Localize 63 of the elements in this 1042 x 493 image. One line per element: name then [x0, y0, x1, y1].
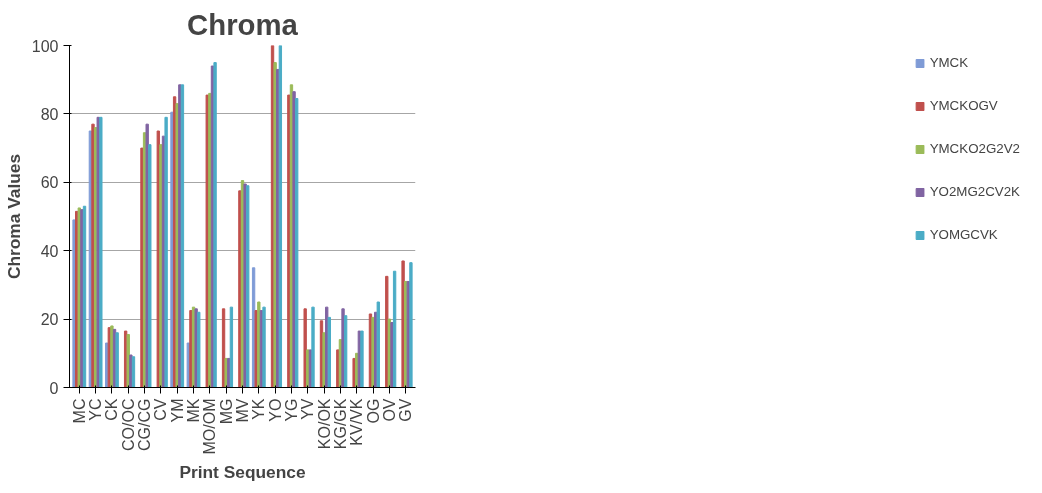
bar	[343, 315, 348, 388]
x-tick-label: CO/OC	[119, 398, 137, 451]
y-axis-title: Chroma Values	[3, 153, 24, 280]
x-tick-label: MK	[185, 398, 203, 423]
x-tick-label: YK	[250, 398, 268, 420]
x-tick-label: CV	[152, 398, 170, 421]
bar	[257, 301, 261, 388]
y-tick-label: 100	[31, 37, 59, 55]
legend-label: YMCKO2G2V2	[929, 141, 1020, 156]
bar	[287, 94, 291, 388]
bar	[156, 130, 160, 388]
bar	[409, 262, 413, 388]
x-tick-label: OV	[380, 398, 398, 422]
x-axis-title: Print Sequence	[179, 462, 306, 483]
bar	[189, 310, 193, 388]
x-tick-label: MC	[70, 398, 88, 424]
x-tick-label: KO/OK	[315, 398, 333, 450]
bar	[336, 349, 340, 388]
x-tick-label: YM	[168, 398, 186, 423]
y-tick-label: 60	[40, 174, 59, 192]
y-tick-label: 20	[40, 311, 59, 329]
bar	[145, 123, 149, 388]
x-tick-label: OG	[364, 398, 382, 424]
bar	[148, 144, 152, 388]
x-tick-label: YV	[299, 398, 317, 420]
legend-label: YOMGCVK	[929, 227, 998, 242]
bar	[341, 308, 345, 388]
x-tick-label: YO	[266, 398, 284, 422]
x-tick-label: GV	[397, 398, 415, 422]
bar	[262, 306, 266, 388]
x-tick-label: MO/OM	[201, 398, 219, 455]
bar	[91, 123, 95, 388]
x-tick-label: YG	[282, 398, 300, 422]
y-tick-label: 0	[49, 379, 59, 397]
bar	[401, 260, 405, 388]
bar	[238, 190, 242, 388]
chart-title: Chroma	[187, 7, 299, 41]
x-tick-label: CK	[103, 398, 121, 421]
bar	[229, 306, 234, 388]
bar	[115, 332, 119, 388]
bar	[376, 301, 380, 388]
bar	[164, 116, 168, 388]
y-tick-label: 80	[40, 105, 59, 123]
bar	[303, 308, 307, 388]
x-tick-label: KV/VK	[348, 398, 366, 446]
x-tick-label: KG/GK	[331, 398, 349, 450]
x-tick-label: YC	[87, 398, 105, 421]
bar	[292, 91, 296, 388]
bar	[311, 306, 315, 388]
bar	[140, 147, 144, 388]
x-tick-label: MG	[217, 398, 235, 425]
legend-label: YMCK	[929, 55, 969, 70]
legend-label: YMCKOGV	[929, 98, 998, 113]
y-tick-label: 40	[40, 242, 59, 260]
x-tick-label: CG/CG	[136, 398, 154, 451]
bar	[385, 275, 389, 388]
x-tick-label: MV	[234, 398, 251, 423]
bar	[295, 98, 299, 388]
bar	[273, 62, 277, 388]
legend-label: YO2MG2CV2K	[929, 184, 1020, 199]
bar	[325, 306, 329, 388]
bar	[254, 310, 258, 388]
bar	[72, 219, 76, 388]
